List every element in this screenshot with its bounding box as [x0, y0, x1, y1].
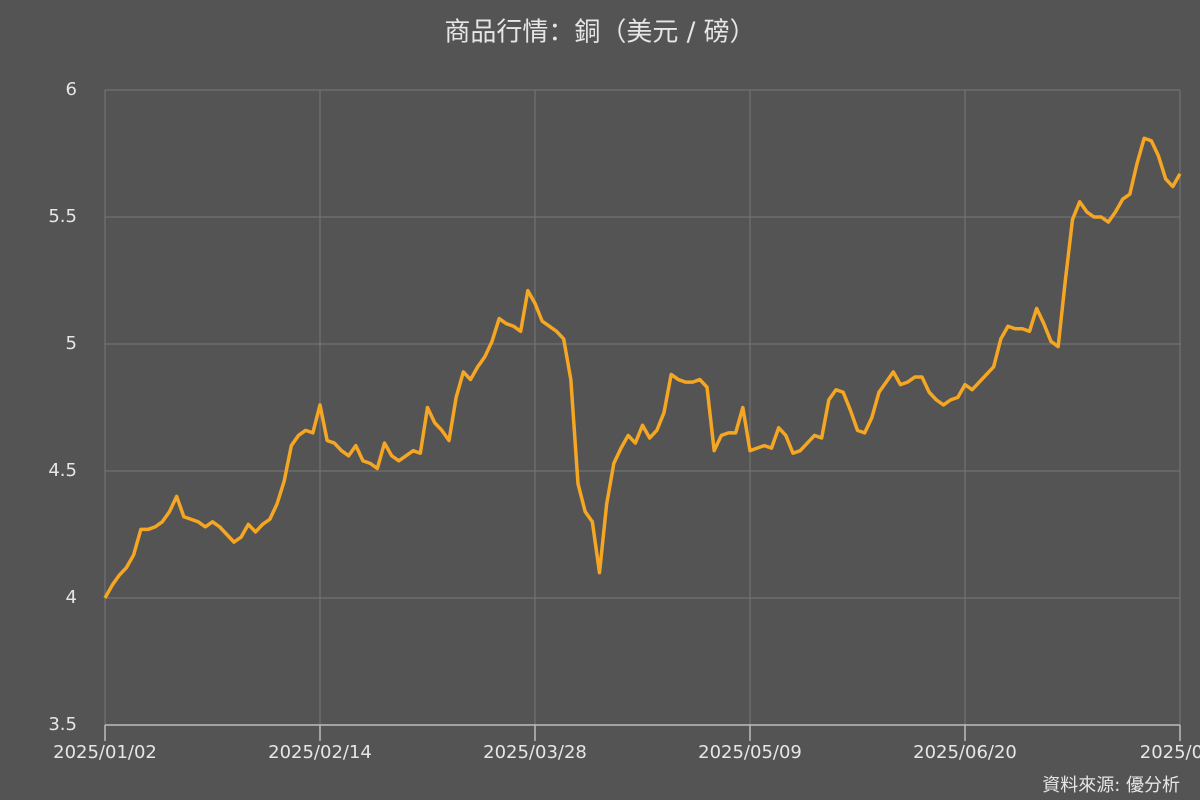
chart-title: 商品行情：銅（美元 / 磅）: [444, 18, 755, 48]
source-note: 資料來源: 優分析: [1042, 775, 1180, 796]
x-tick-label: 2025/03/28: [483, 742, 587, 763]
y-tick-label: 3.5: [48, 714, 77, 735]
x-tick-label: 2025/01/02: [53, 742, 157, 763]
x-tick-label: 2025/0...: [1140, 742, 1200, 763]
x-tick-label: 2025/06/20: [913, 742, 1017, 763]
y-tick-label: 5: [66, 333, 77, 354]
x-tick-label: 2025/02/14: [268, 742, 372, 763]
y-tick-label: 4: [66, 587, 77, 608]
x-tick-label: 2025/05/09: [698, 742, 802, 763]
y-tick-label: 5.5: [48, 206, 77, 227]
price-line: [103, 136, 1182, 599]
y-tick-label: 6: [66, 79, 77, 100]
y-tick-label: 4.5: [48, 460, 77, 481]
